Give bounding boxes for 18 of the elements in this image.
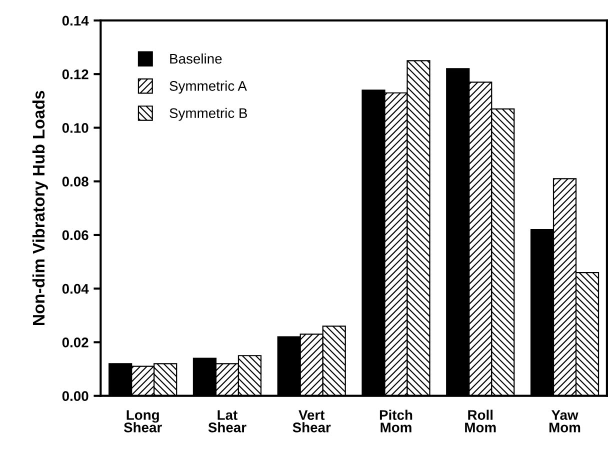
y-tick-label: 0.08 (62, 176, 88, 187)
y-tick-label: 0.04 (62, 284, 89, 294)
y-tick-label: 0.06 (62, 230, 88, 240)
x-tick-label: Yaw Mom (549, 410, 580, 432)
y-tick-label: 0.00 (62, 391, 88, 402)
y-tick-label: 0.02 (62, 338, 88, 348)
y-axis-title: Non-dim Vibratory Hub Loads (32, 90, 48, 325)
y-tick-label: 0.10 (62, 123, 88, 133)
y-tick-label: 0.12 (62, 69, 88, 80)
y-tick-label: 0.14 (62, 16, 89, 26)
legend-label: Symmetric B (170, 108, 247, 121)
x-tick-label: Roll Mom (465, 410, 496, 432)
legend-label: Symmetric A (170, 80, 247, 94)
x-tick-label: Lat Shear (208, 410, 246, 432)
x-tick-label: Pitch Mom (380, 410, 412, 432)
x-tick-label: Vert Shear (292, 410, 331, 432)
x-tick-label: Long Shear (124, 410, 162, 432)
legend-label: Baseline (170, 53, 222, 64)
